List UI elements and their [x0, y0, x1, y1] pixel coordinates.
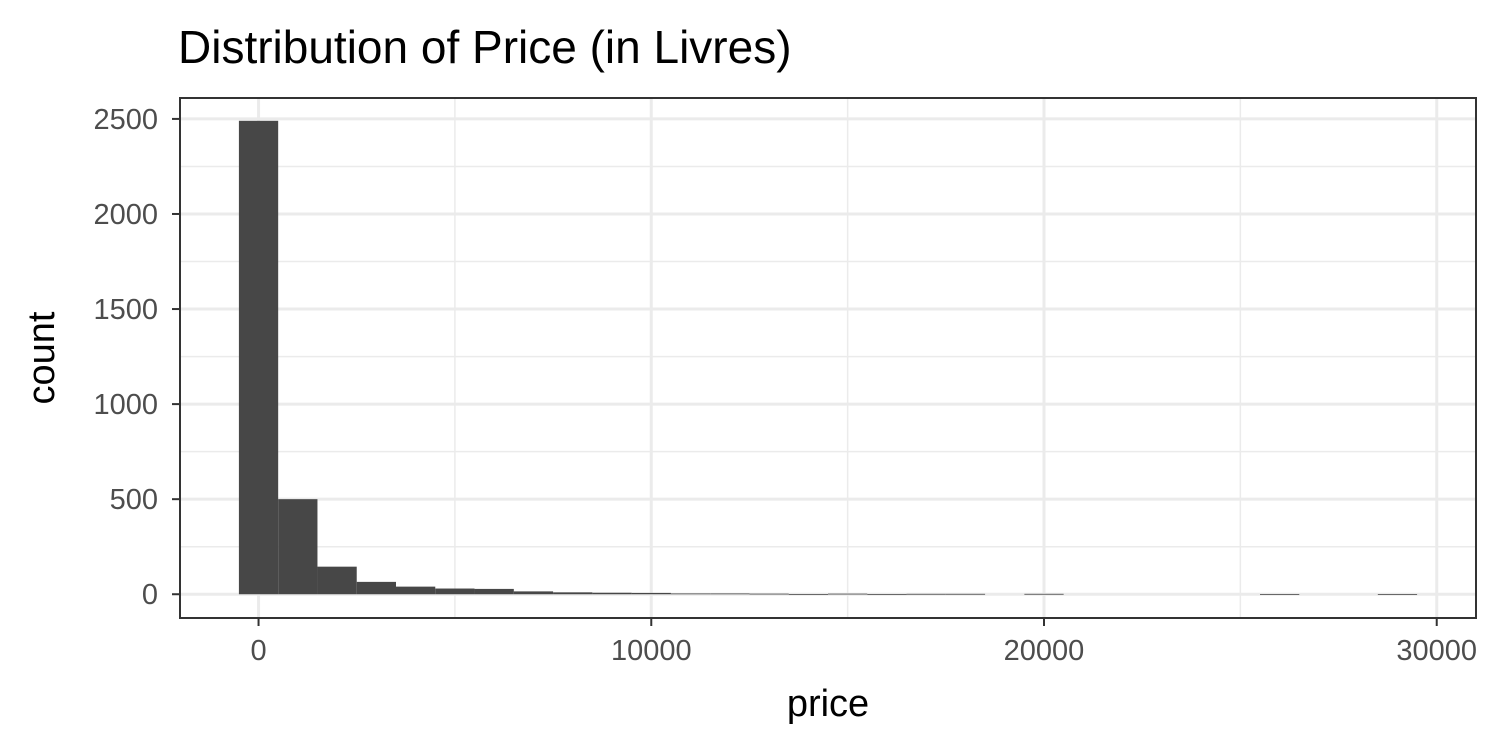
x-tick-label: 0: [250, 635, 266, 667]
x-tick-label: 10000: [611, 635, 692, 667]
histogram-bar: [1024, 593, 1064, 595]
x-axis-title: price: [787, 683, 869, 725]
histogram-bar: [278, 499, 318, 595]
y-tick-label: 1500: [93, 294, 158, 326]
plot-panel: [180, 98, 1476, 618]
histogram-bar: [945, 593, 986, 595]
y-tick-label: 500: [110, 484, 158, 516]
histogram-bar: [435, 588, 475, 595]
histogram-bar: [749, 593, 789, 595]
minor-gridlines-y: [180, 165, 1476, 548]
histogram-bar: [317, 566, 357, 595]
histogram-bar: [238, 120, 279, 595]
x-tick-label: 20000: [1004, 635, 1085, 667]
histogram-bar: [828, 593, 868, 595]
x-tick-label: 30000: [1396, 635, 1477, 667]
y-axis-title: count: [21, 311, 63, 404]
histogram-bar: [553, 592, 593, 595]
histogram-bar: [670, 593, 711, 595]
panel-border: [179, 97, 1477, 619]
histogram-bar: [710, 593, 750, 595]
histogram-bars: [238, 120, 1418, 595]
histogram-bar: [1260, 594, 1300, 595]
y-axis-ticks: 0 500 1000 1500 2000 2500: [93, 104, 180, 611]
histogram-bar: [631, 592, 671, 595]
chart-title: Distribution of Price (in Livres): [178, 21, 792, 73]
histogram-bar: [788, 594, 828, 595]
histogram-bar: [474, 588, 514, 595]
y-tick-label: 1000: [93, 389, 158, 421]
histogram-bar: [396, 586, 436, 595]
histogram-bar: [513, 591, 554, 595]
histogram-bar: [867, 594, 907, 595]
histogram-bar: [356, 581, 396, 595]
x-axis-ticks: 0 10000 20000 30000: [250, 618, 1477, 667]
y-tick-label: 2500: [93, 104, 158, 136]
histogram-bar: [1377, 594, 1418, 595]
minor-gridlines-x: [454, 98, 1242, 618]
histogram-bar: [906, 593, 946, 595]
y-tick-label: 0: [142, 579, 158, 611]
y-tick-label: 2000: [93, 199, 158, 231]
histogram-bar: [592, 592, 632, 595]
